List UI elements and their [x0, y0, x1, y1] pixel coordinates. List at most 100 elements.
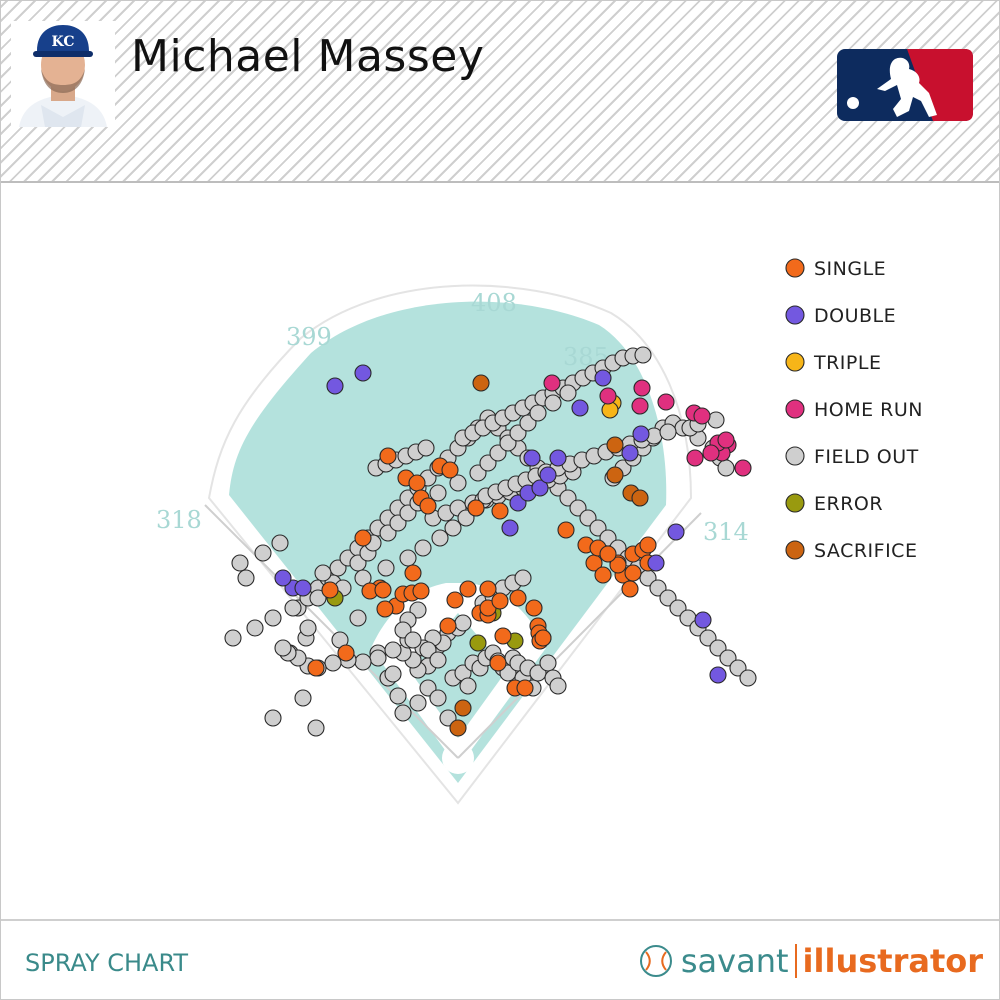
single-point — [494, 627, 512, 645]
single-point — [594, 566, 612, 584]
double-point — [531, 479, 549, 497]
field-out-point — [634, 346, 652, 364]
field-out-point — [354, 653, 372, 671]
single-point — [439, 617, 457, 635]
double-point — [594, 369, 612, 387]
field-out-point — [384, 665, 402, 683]
single-point — [354, 529, 372, 547]
legend-label-sacrifice: SACRIFICE — [814, 540, 917, 562]
field-out-point — [404, 631, 422, 649]
double-point — [709, 666, 727, 684]
legend-swatch-home-run — [785, 399, 805, 419]
field-out-point — [314, 564, 332, 582]
brand-savant-text: savant — [680, 942, 789, 980]
legend-swatch-field-out — [785, 446, 805, 466]
field-out-point — [224, 629, 242, 647]
home-run-point — [633, 379, 651, 397]
field-out-point — [429, 484, 447, 502]
header-banner: KC Michael Massey — [1, 1, 999, 183]
right-foul-line — [457, 512, 702, 759]
spray-chart: 318 399 408 385 314 SINGLE DOUBLE TRIPLE HO… — [156, 258, 923, 805]
legend-label-home-run: HOME RUN — [814, 399, 923, 421]
field-out-point — [429, 651, 447, 669]
field-out-point — [349, 609, 367, 627]
svg-text:KC: KC — [52, 34, 75, 50]
legend-swatch-double — [785, 305, 805, 325]
legend-label-field-out: FIELD OUT — [814, 446, 919, 468]
single-point — [534, 629, 552, 647]
single-point — [639, 536, 657, 554]
field-out-point — [429, 689, 447, 707]
field-out-point — [309, 589, 327, 607]
field-out-point — [739, 669, 757, 687]
single-point — [621, 580, 639, 598]
single-point — [376, 600, 394, 618]
distance-left-center: 399 — [286, 323, 332, 351]
field-out-point — [324, 654, 342, 672]
field-out-point — [384, 641, 402, 659]
field-out-point — [514, 569, 532, 587]
home-run-point — [702, 444, 720, 462]
field-out-point — [409, 694, 427, 712]
field-out-point — [459, 677, 477, 695]
field-out-point — [414, 539, 432, 557]
single-point — [337, 644, 355, 662]
double-point — [667, 523, 685, 541]
field-out-point — [659, 423, 677, 441]
baseball-icon — [639, 945, 672, 977]
double-point — [647, 554, 665, 572]
field-out-point — [377, 559, 395, 577]
field-out-point — [264, 609, 282, 627]
triple-point — [601, 401, 619, 419]
brand-divider — [794, 944, 797, 978]
mlb-logo — [837, 49, 973, 121]
single-point — [374, 581, 392, 599]
sacrifice-point — [606, 466, 624, 484]
single-point — [491, 592, 509, 610]
double-point — [539, 466, 557, 484]
field-out-point — [299, 619, 317, 637]
field-out-point — [294, 689, 312, 707]
field-out-point — [284, 599, 302, 617]
single-point — [599, 545, 617, 563]
double-point — [632, 425, 650, 443]
double-point — [354, 364, 372, 382]
field-out-point — [529, 404, 547, 422]
single-point — [404, 564, 422, 582]
double-point — [571, 399, 589, 417]
legend-label-error: ERROR — [814, 493, 883, 515]
brand-illustrator-text: illustrator — [802, 942, 983, 980]
distance-left-field: 318 — [156, 506, 202, 534]
double-point — [549, 449, 567, 467]
single-point — [412, 582, 430, 600]
home-run-point — [657, 393, 675, 411]
field-out-point — [264, 709, 282, 727]
savant-illustrator-brand: savant illustrator — [639, 939, 983, 983]
single-point — [557, 521, 575, 539]
field-out-point — [389, 687, 407, 705]
single-point — [509, 589, 527, 607]
field-out-point — [354, 569, 372, 587]
field-out-point — [549, 677, 567, 695]
legend-label-triple: TRIPLE — [813, 352, 881, 374]
single-point — [489, 654, 507, 672]
field-out-point — [559, 384, 577, 402]
field-out-point — [707, 411, 725, 429]
double-point — [621, 444, 639, 462]
home-run-point — [599, 387, 617, 405]
field-out-point — [717, 459, 735, 477]
distance-right-field: 314 — [703, 518, 749, 546]
single-point — [609, 556, 627, 574]
double-point — [694, 611, 712, 629]
distance-center: 408 — [471, 289, 517, 317]
single-point — [491, 502, 509, 520]
player-name: Michael Massey — [131, 31, 485, 82]
single-point — [321, 581, 339, 599]
field-out-point — [449, 474, 467, 492]
error-point — [469, 634, 487, 652]
home-run-point — [686, 449, 704, 467]
legend-swatch-error — [785, 493, 805, 513]
single-point — [525, 599, 543, 617]
player-headshot: KC — [11, 21, 115, 127]
